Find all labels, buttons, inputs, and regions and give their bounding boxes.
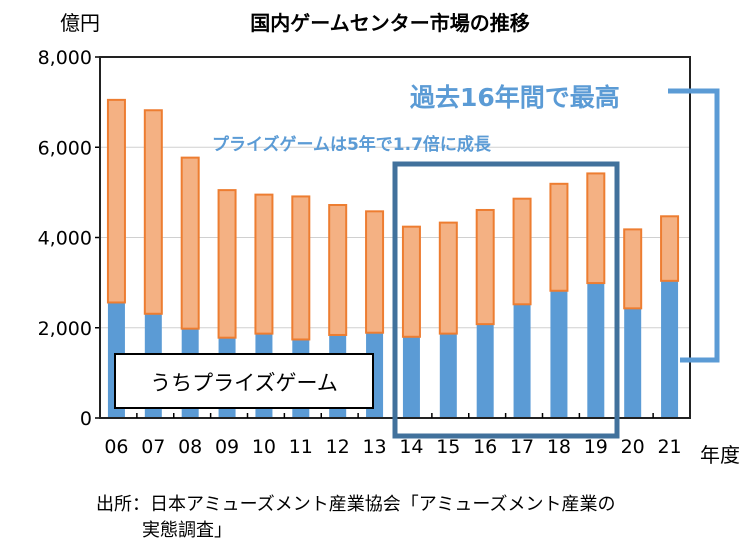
highlight-box — [392, 161, 620, 439]
bar-other-games — [586, 172, 606, 285]
x-tick-label: 20 — [621, 436, 645, 458]
x-tick-label: 07 — [141, 436, 165, 458]
legend-label-prize-game: うちプライズゲーム — [150, 371, 338, 395]
x-tick-label: 15 — [436, 436, 460, 458]
annotation-growth: プライズゲームは5年で1.7倍に成長 — [212, 134, 492, 155]
bar-other-games — [106, 98, 126, 304]
bar-other-games — [254, 193, 274, 335]
x-tick-label: 08 — [178, 436, 202, 458]
source-line-1: 出所：日本アミューズメント産業協会「アミューズメント産業の — [96, 494, 616, 515]
x-tick-label: 18 — [547, 436, 571, 458]
chart-title: 国内ゲームセンター市場の推移 — [250, 11, 529, 35]
y-axis-unit: 億円 — [60, 11, 100, 35]
y-tick-label: 6,000 — [38, 137, 92, 159]
bar-other-games — [365, 210, 385, 334]
bar-other-games — [660, 215, 680, 282]
bar-other-games — [549, 182, 569, 292]
bar-other-games — [401, 225, 421, 338]
bar-other-games — [438, 221, 458, 335]
y-tick-label: 4,000 — [38, 228, 92, 250]
bar-prize-game — [587, 283, 605, 418]
y-tick-label: 0 — [80, 408, 92, 430]
x-tick-label: 11 — [289, 436, 313, 458]
x-tick-label: 17 — [510, 436, 534, 458]
x-tick-label: 16 — [473, 436, 497, 458]
bar-prize-game — [513, 304, 531, 418]
bracket-line — [668, 88, 720, 363]
bar-prize-game — [402, 336, 420, 418]
bar-other-games — [623, 228, 643, 310]
bar-other-games — [291, 195, 311, 341]
bar-other-games — [143, 109, 163, 315]
x-tick-label: 21 — [657, 436, 681, 458]
bar-other-games — [475, 208, 495, 326]
bar-other-games — [512, 197, 532, 306]
bar-other-games — [328, 204, 348, 336]
x-axis-unit: 年度 — [700, 443, 740, 467]
legend-box — [114, 353, 374, 409]
bar-other-games — [180, 156, 200, 330]
bar-prize-game — [550, 290, 568, 418]
bar-prize-game — [624, 308, 642, 418]
x-tick-label: 14 — [399, 436, 423, 458]
x-tick-label: 13 — [362, 436, 386, 458]
x-tick-label: 10 — [252, 436, 276, 458]
source-note: 出所：日本アミューズメント産業協会「アミューズメント産業の 実態調査」 — [96, 492, 615, 544]
bar-prize-game — [661, 280, 679, 418]
bar-prize-game — [439, 333, 457, 418]
x-tick-label: 06 — [104, 436, 128, 458]
annotation-highest: 過去16年間で最高 — [410, 83, 620, 112]
bar-other-games — [217, 189, 237, 339]
x-tick-label: 12 — [326, 436, 350, 458]
y-tick-label: 8,000 — [38, 47, 92, 69]
x-tick-label: 09 — [215, 436, 239, 458]
source-line-2: 実態調査」 — [142, 520, 232, 541]
y-tick-label: 2,000 — [38, 318, 92, 340]
bar-prize-game — [476, 324, 494, 418]
x-tick-label: 19 — [584, 436, 608, 458]
